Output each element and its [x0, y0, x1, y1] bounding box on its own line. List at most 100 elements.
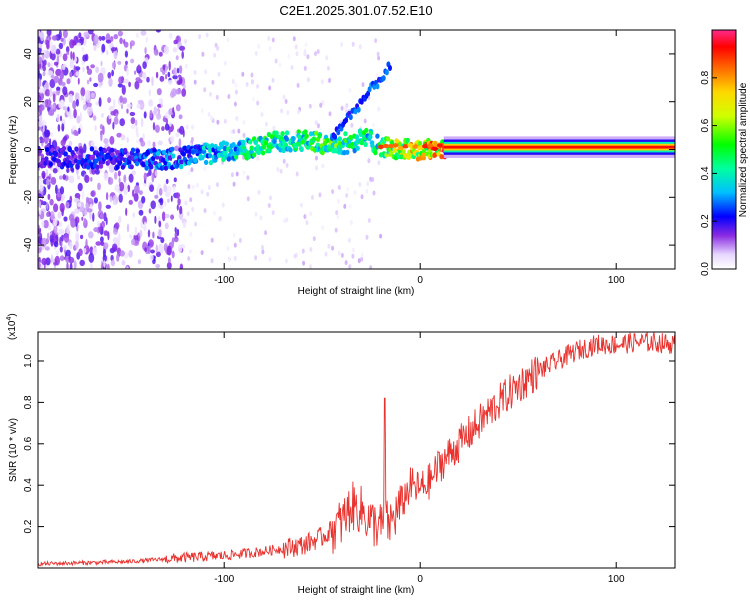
noise-cell [78, 127, 81, 135]
noise-cell [38, 43, 43, 48]
noise-cell [196, 182, 199, 188]
noise-cell [331, 245, 335, 251]
noise-cell [154, 124, 160, 133]
ridge-cell [284, 136, 289, 142]
noise-cell [360, 194, 364, 200]
noise-cell [108, 164, 115, 173]
noise-cell [42, 71, 46, 77]
noise-cell [306, 77, 310, 83]
noise-cell [302, 260, 306, 266]
figure-title: C2E1.2025.301.07.52.E10 [279, 3, 432, 18]
noise-cell [90, 177, 93, 182]
noise-cell [353, 190, 357, 196]
noise-cell [269, 195, 272, 201]
noise-cell [81, 216, 84, 221]
ridge-cell [79, 148, 84, 154]
noise-cell [87, 106, 93, 116]
noise-cell [201, 51, 205, 57]
noise-cell [268, 46, 272, 51]
noise-cell [126, 108, 129, 114]
noise-cell [200, 108, 204, 114]
noise-cell [57, 124, 61, 132]
ridge-cell [325, 137, 330, 143]
noise-cell [174, 231, 178, 239]
noise-cell [103, 242, 109, 250]
ridge-cell [177, 155, 182, 161]
noise-cell [118, 215, 122, 224]
noise-cell [60, 37, 64, 42]
noise-cell [58, 30, 62, 40]
noise-cell [170, 195, 173, 202]
noise-cell [234, 82, 238, 88]
ridge-cell [48, 161, 53, 167]
noise-cell [62, 106, 67, 111]
noise-cell [129, 111, 136, 117]
colorbar-gradient [712, 30, 736, 269]
noise-cell [46, 178, 50, 186]
noise-cell [61, 234, 64, 242]
noise-cell [280, 108, 284, 114]
y-tick-label: -20 [23, 190, 34, 205]
noise-cell [63, 135, 68, 142]
noise-cell [80, 234, 84, 240]
noise-cell [282, 158, 286, 164]
noise-cell [279, 168, 283, 174]
noise-cell [218, 216, 222, 222]
ridge-cell [181, 151, 186, 157]
noise-cell [172, 75, 178, 80]
ridge-cell [320, 150, 325, 156]
noise-cell [101, 112, 104, 118]
noise-cell [77, 77, 80, 85]
noise-cell [41, 257, 47, 266]
noise-cell [204, 69, 208, 75]
noise-cell [189, 231, 193, 237]
ridge-cell [208, 160, 214, 166]
noise-cell [119, 37, 123, 45]
ridge-cell [203, 159, 209, 165]
noise-cell [121, 104, 123, 110]
noise-cell [149, 109, 153, 119]
noise-cell [86, 208, 93, 213]
ridge-cell [248, 139, 253, 145]
noise-cell [175, 192, 181, 199]
noise-cell [102, 125, 105, 135]
noise-cell [365, 234, 369, 240]
noise-cell [45, 257, 51, 266]
noise-cell [127, 184, 131, 192]
noise-cell [147, 229, 151, 238]
colorbar-label: Normalized spectral amplitude [738, 82, 749, 217]
noise-cell [66, 51, 70, 56]
y-tick-label: 40 [23, 48, 34, 60]
ridge-branch-cell [348, 114, 353, 121]
ridge-cell [330, 142, 335, 148]
colorbar-tick-label: 0.0 [700, 262, 711, 276]
noise-cell [121, 260, 126, 266]
noise-cell [39, 184, 44, 192]
noise-cell [296, 82, 300, 88]
ridge-cell [272, 138, 277, 144]
snr-scale-base: (x10 [7, 320, 18, 340]
noise-cell [46, 30, 52, 37]
noise-cell [211, 79, 215, 85]
noise-cell [47, 98, 51, 108]
noise-cell [87, 30, 94, 35]
noise-cell [105, 192, 109, 201]
noise-cell [134, 226, 138, 236]
ridge-cell [375, 133, 380, 139]
noise-cell [53, 75, 60, 84]
ridge-cell [311, 136, 317, 142]
noise-cell [74, 208, 79, 214]
noise-cell [318, 192, 322, 198]
noise-cell [271, 77, 275, 83]
noise-cell [212, 210, 216, 216]
noise-cell [306, 54, 310, 60]
ridge-cell [63, 151, 68, 157]
noise-cell [161, 126, 165, 132]
noise-cell [160, 237, 165, 244]
noise-cell [260, 244, 264, 250]
noise-cell [321, 163, 325, 169]
noise-cell [46, 39, 50, 49]
snr-x-ticks: -100 0 100 [214, 332, 625, 585]
noise-cell [365, 188, 369, 194]
